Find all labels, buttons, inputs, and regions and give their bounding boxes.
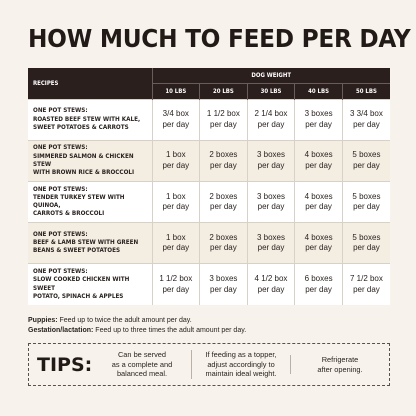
table-row: ONE POT STEWS: ROASTED BEEF STEW WITH KAL… bbox=[28, 98, 390, 141]
amount-cell: 2 boxes per day bbox=[199, 180, 248, 223]
amount-cell: 4 boxes per day bbox=[294, 222, 343, 264]
amount-cell: 1 1/2 box per day bbox=[199, 98, 248, 141]
amount-cell: 3/4 box per day bbox=[151, 98, 200, 141]
recipe-name: ONE POT STEWS: ROASTED BEEF STEW WITH KAL… bbox=[28, 98, 152, 141]
puppies-note: Puppies: Feed up to twice the adult amou… bbox=[28, 317, 192, 324]
recipes-header: RECIPES bbox=[28, 68, 153, 99]
page-title: HOW MUCH TO FEED PER DAY bbox=[28, 24, 411, 53]
amount-cell: 3 boxes per day bbox=[246, 222, 295, 264]
recipe-name: ONE POT STEWS: SLOW COOKED CHICKEN WITH S… bbox=[28, 263, 152, 305]
weight-header-40: 40 LBS bbox=[294, 83, 343, 99]
dog-weight-header: DOG WEIGHT bbox=[152, 68, 390, 84]
amount-cell: 5 boxes per day bbox=[341, 222, 390, 264]
amount-cell: 2 boxes per day bbox=[199, 139, 248, 182]
amount-cell: 3 boxes per day bbox=[246, 180, 295, 223]
amount-cell: 2 1/4 box per day bbox=[246, 98, 295, 141]
amount-cell: 5 boxes per day bbox=[341, 139, 390, 182]
amount-cell: 1 box per day bbox=[151, 139, 200, 182]
weight-header-20: 20 LBS bbox=[199, 83, 248, 99]
amount-cell: 4 1/2 box per day bbox=[246, 263, 295, 305]
weight-header-50: 50 LBS bbox=[341, 83, 390, 99]
tip-topper: If feeding as a topper, adjust accordingl… bbox=[191, 350, 290, 379]
weight-header-30: 30 LBS bbox=[246, 83, 295, 99]
amount-cell: 5 boxes per day bbox=[341, 180, 390, 223]
amount-cell: 3 boxes per day bbox=[199, 263, 248, 305]
table-row: ONE POT STEWS: SIMMERED SALMON & CHICKEN … bbox=[28, 139, 390, 182]
recipe-name: ONE POT STEWS: TENDER TURKEY STEW WITH QU… bbox=[28, 180, 152, 223]
amount-cell: 4 boxes per day bbox=[294, 139, 343, 182]
amount-cell: 4 boxes per day bbox=[294, 180, 343, 223]
recipe-name: ONE POT STEWS: BEEF & LAMB STEW WITH GREE… bbox=[28, 222, 152, 264]
tips-box: TIPS: Can be served as a complete and bala… bbox=[28, 343, 390, 386]
amount-cell: 1 box per day bbox=[151, 222, 200, 264]
tip-refrigerate: Refrigerate after opening. bbox=[290, 354, 389, 375]
table-row: ONE POT STEWS: TENDER TURKEY STEW WITH QU… bbox=[28, 180, 390, 223]
feeding-table: RECIPES DOG WEIGHT 10 LBS 20 LBS 30 LBS … bbox=[28, 68, 390, 305]
amount-cell: 1 box per day bbox=[151, 180, 200, 223]
table-row: ONE POT STEWS: BEEF & LAMB STEW WITH GREE… bbox=[28, 222, 390, 264]
amount-cell: 7 1/2 box per day bbox=[341, 263, 390, 305]
tip-complete-meal: Can be served as a complete and balanced m… bbox=[111, 350, 173, 379]
gestation-note: Gestation/lactation: Feed up to three ti… bbox=[28, 327, 247, 335]
amount-cell: 1 1/2 box per day bbox=[151, 263, 200, 305]
table-row: ONE POT STEWS: SLOW COOKED CHICKEN WITH S… bbox=[28, 263, 390, 305]
amount-cell: 6 boxes per day bbox=[294, 263, 343, 305]
amount-cell: 3 boxes per day bbox=[294, 98, 343, 141]
amount-cell: 3 boxes per day bbox=[246, 139, 295, 182]
amount-cell: 3 3/4 box per day bbox=[341, 98, 390, 141]
feeding-notes: Puppies: Feed up to twice the adult amou… bbox=[28, 316, 390, 336]
tips-label: TIPS: bbox=[37, 353, 93, 376]
recipe-name: ONE POT STEWS: SIMMERED SALMON & CHICKEN … bbox=[28, 139, 152, 182]
amount-cell: 2 boxes per day bbox=[199, 222, 248, 264]
weight-header-10: 10 LBS bbox=[152, 83, 200, 99]
